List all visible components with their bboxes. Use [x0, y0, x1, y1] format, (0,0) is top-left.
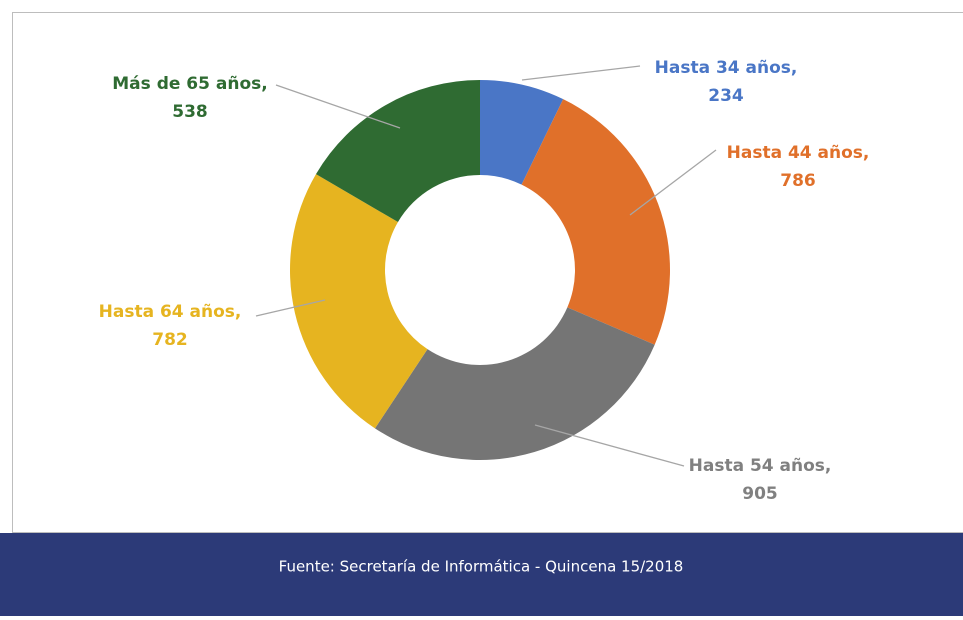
slice-value: 234 [708, 86, 744, 106]
slice-label: Hasta 44 años, [727, 143, 870, 163]
slice-label: Más de 65 años, [112, 74, 267, 94]
slice-label: Hasta 34 años, [655, 58, 798, 78]
slice-label: Hasta 64 años, [99, 302, 242, 322]
slice-value: 538 [172, 102, 208, 122]
slice-value: 786 [780, 171, 816, 191]
slice-label: Hasta 54 años, [689, 456, 832, 476]
footer-text: Fuente: Secretaría de Informática - Quin… [279, 558, 684, 576]
slice-value: 905 [742, 484, 778, 504]
slice-value: 782 [152, 330, 188, 350]
